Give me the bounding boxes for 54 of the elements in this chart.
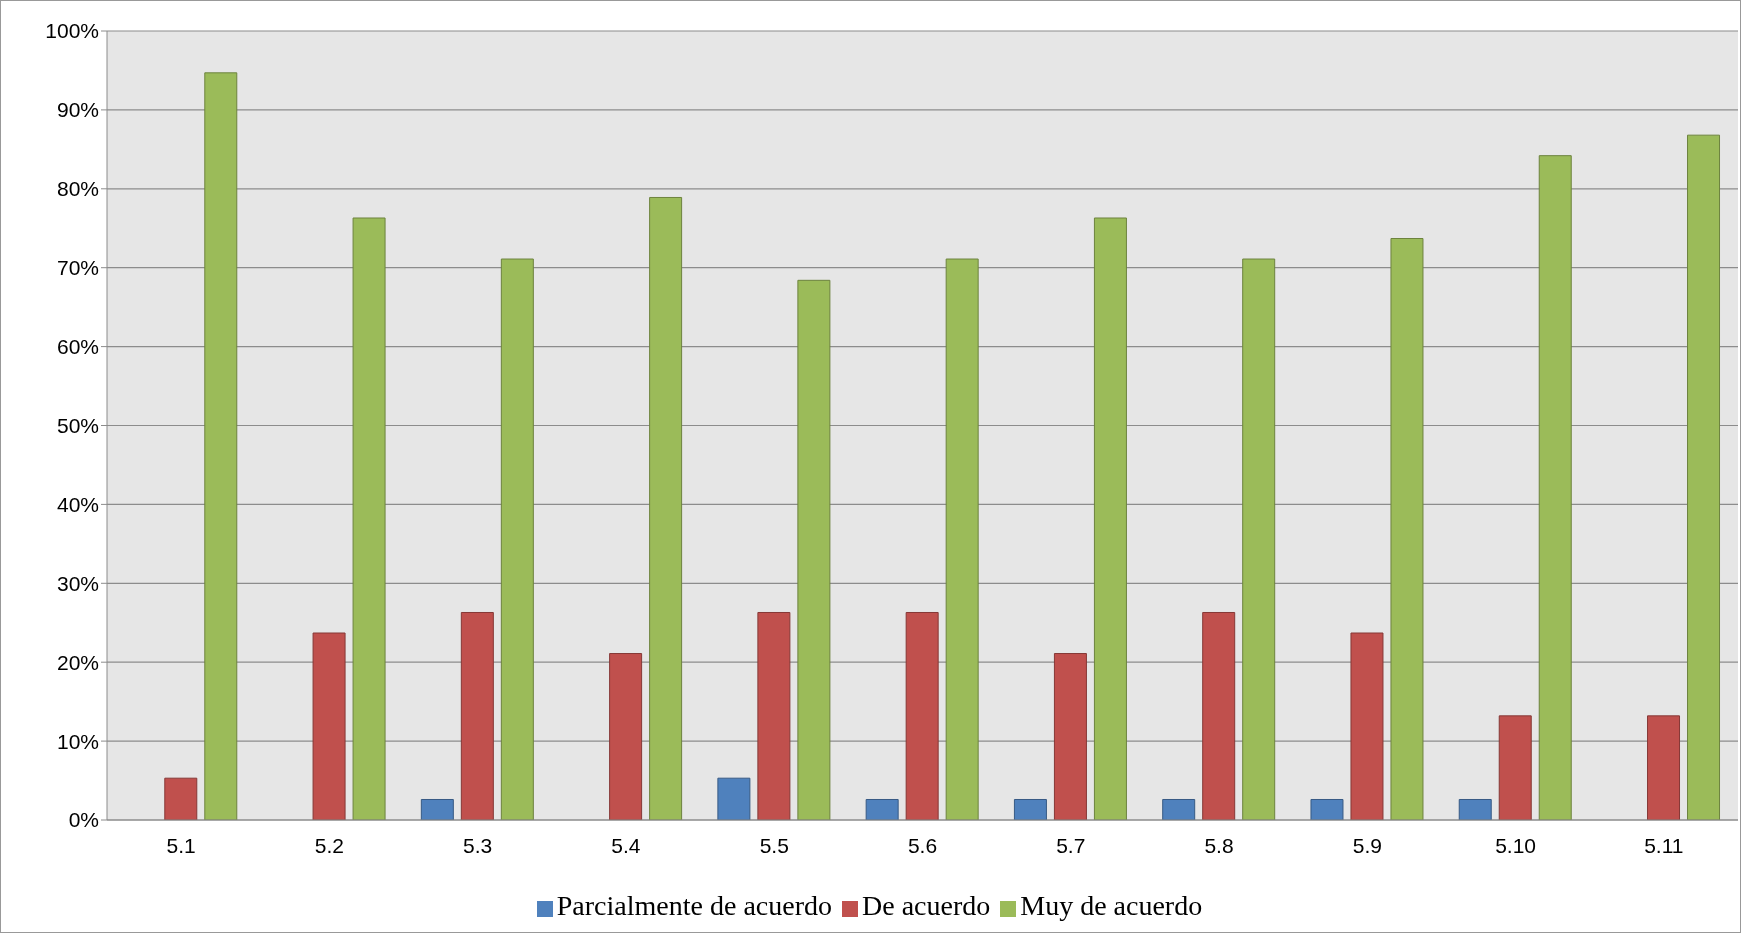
bar — [1162, 798, 1196, 820]
bar — [1647, 715, 1681, 820]
y-tick-label: 0% — [68, 808, 99, 832]
bar — [352, 217, 386, 820]
x-tick-label: 5.8 — [1204, 833, 1234, 857]
x-tick-label: 5.1 — [166, 833, 196, 857]
y-tick-label: 70% — [56, 256, 99, 280]
bar — [500, 258, 534, 820]
bar — [1390, 238, 1424, 820]
legend-label: De acuerdo — [861, 890, 991, 921]
bar — [797, 279, 831, 820]
bar — [1242, 258, 1276, 820]
x-tick-label: 5.11 — [1644, 833, 1684, 857]
x-tick-label: 5.5 — [759, 833, 789, 857]
y-tick-label: 40% — [56, 492, 99, 516]
legend-label: Parcialmente de acuerdo — [556, 890, 832, 921]
bar — [1093, 217, 1127, 820]
bar — [1202, 611, 1236, 820]
legend-label: Muy de acuerdo — [1020, 890, 1203, 921]
bar — [1458, 798, 1492, 820]
bar — [460, 611, 494, 820]
bar — [1350, 632, 1384, 820]
bar — [1053, 653, 1087, 820]
bar — [717, 777, 751, 820]
x-tick-label: 5.9 — [1352, 833, 1382, 857]
bar — [1013, 798, 1047, 820]
bar — [1310, 798, 1344, 820]
bar — [1687, 134, 1721, 820]
x-tick-label: 5.2 — [314, 833, 345, 857]
x-tick-label: 5.7 — [1056, 833, 1086, 857]
y-tick-label: 100% — [45, 19, 99, 43]
x-tick-label: 5.4 — [611, 833, 641, 857]
bar — [312, 632, 346, 820]
bar — [164, 777, 198, 820]
x-tick-label: 5.6 — [907, 833, 938, 857]
bar — [420, 798, 454, 820]
bar — [649, 196, 683, 820]
y-tick-label: 10% — [56, 729, 99, 753]
bar — [609, 653, 643, 820]
y-tick-label: 50% — [56, 413, 99, 437]
bar — [204, 72, 238, 820]
y-tick-label: 20% — [56, 650, 99, 674]
bar — [1498, 715, 1532, 820]
y-tick-label: 30% — [56, 571, 99, 595]
x-tick-label: 5.3 — [463, 833, 493, 857]
bar — [945, 258, 979, 820]
bar — [905, 611, 939, 820]
y-tick-label: 90% — [56, 98, 99, 122]
x-tick-label: 5.10 — [1495, 833, 1537, 857]
bar — [1538, 155, 1572, 820]
bar — [865, 798, 899, 820]
bar — [757, 611, 791, 820]
y-tick-label: 60% — [56, 335, 99, 359]
y-tick-label: 80% — [56, 177, 99, 201]
